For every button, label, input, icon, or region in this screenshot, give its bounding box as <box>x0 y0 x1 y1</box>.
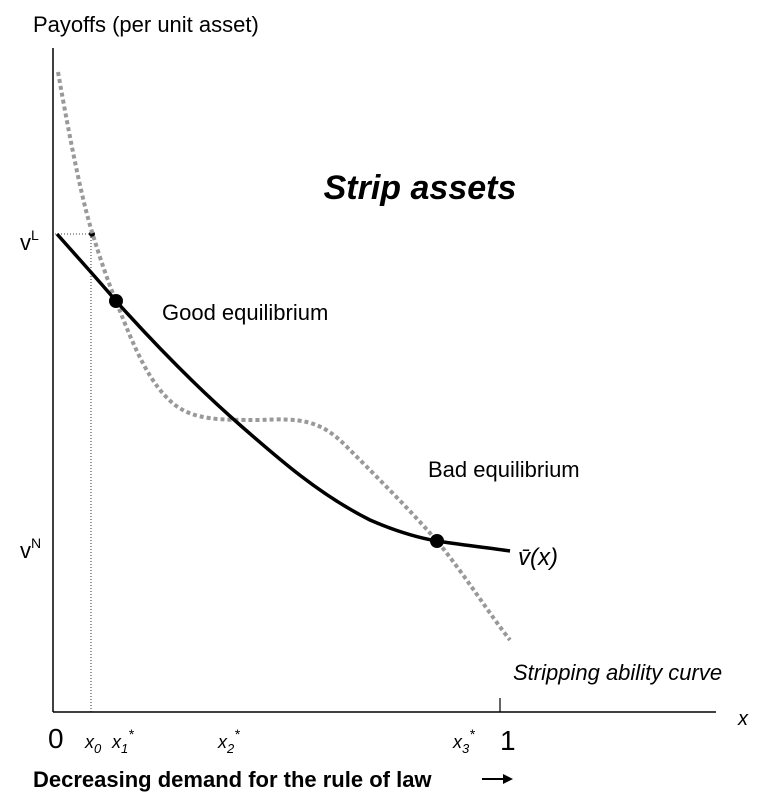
label-part: x <box>84 732 95 752</box>
arrow-head <box>503 774 513 784</box>
label-part: 3 <box>462 741 470 756</box>
label-part: N <box>31 535 41 551</box>
label-part: v <box>20 538 31 563</box>
label-part: * <box>128 726 134 742</box>
annotation: Good equilibrium <box>162 300 328 325</box>
y-label: vL <box>20 227 39 255</box>
label-part: x <box>217 732 228 752</box>
label-part: 2 <box>226 741 235 756</box>
x-axis-label: x <box>737 708 749 730</box>
label-part: 0 <box>94 741 102 756</box>
label-part: L <box>31 227 39 243</box>
annotation: Bad equilibrium <box>428 457 580 482</box>
axis-title: Payoffs (per unit asset) <box>33 12 259 37</box>
y-label: vN <box>20 535 41 563</box>
region-label: Strip assets <box>324 169 517 207</box>
stripping-curve <box>56 71 512 642</box>
caption: Decreasing demand for the rule of law <box>33 767 432 792</box>
equilibrium-point <box>109 294 123 308</box>
label-part: x <box>111 732 122 752</box>
annotation: Stripping ability curve <box>513 660 722 685</box>
x-label: x3* <box>452 726 475 756</box>
x-label: x0 <box>84 732 102 756</box>
vbar-curve <box>55 232 511 553</box>
equilibrium-point <box>430 534 444 548</box>
annotation: v̄(x) <box>518 544 558 571</box>
x-label: x1* <box>111 726 134 756</box>
x-label: x2* <box>217 726 240 756</box>
label-part: * <box>234 726 240 742</box>
x-label: 0 <box>48 723 64 754</box>
label-part: v <box>20 230 31 255</box>
label-part: 1 <box>121 741 128 756</box>
label-part: x <box>452 732 463 752</box>
label-part: * <box>469 726 475 742</box>
x-label: 1 <box>500 725 516 756</box>
